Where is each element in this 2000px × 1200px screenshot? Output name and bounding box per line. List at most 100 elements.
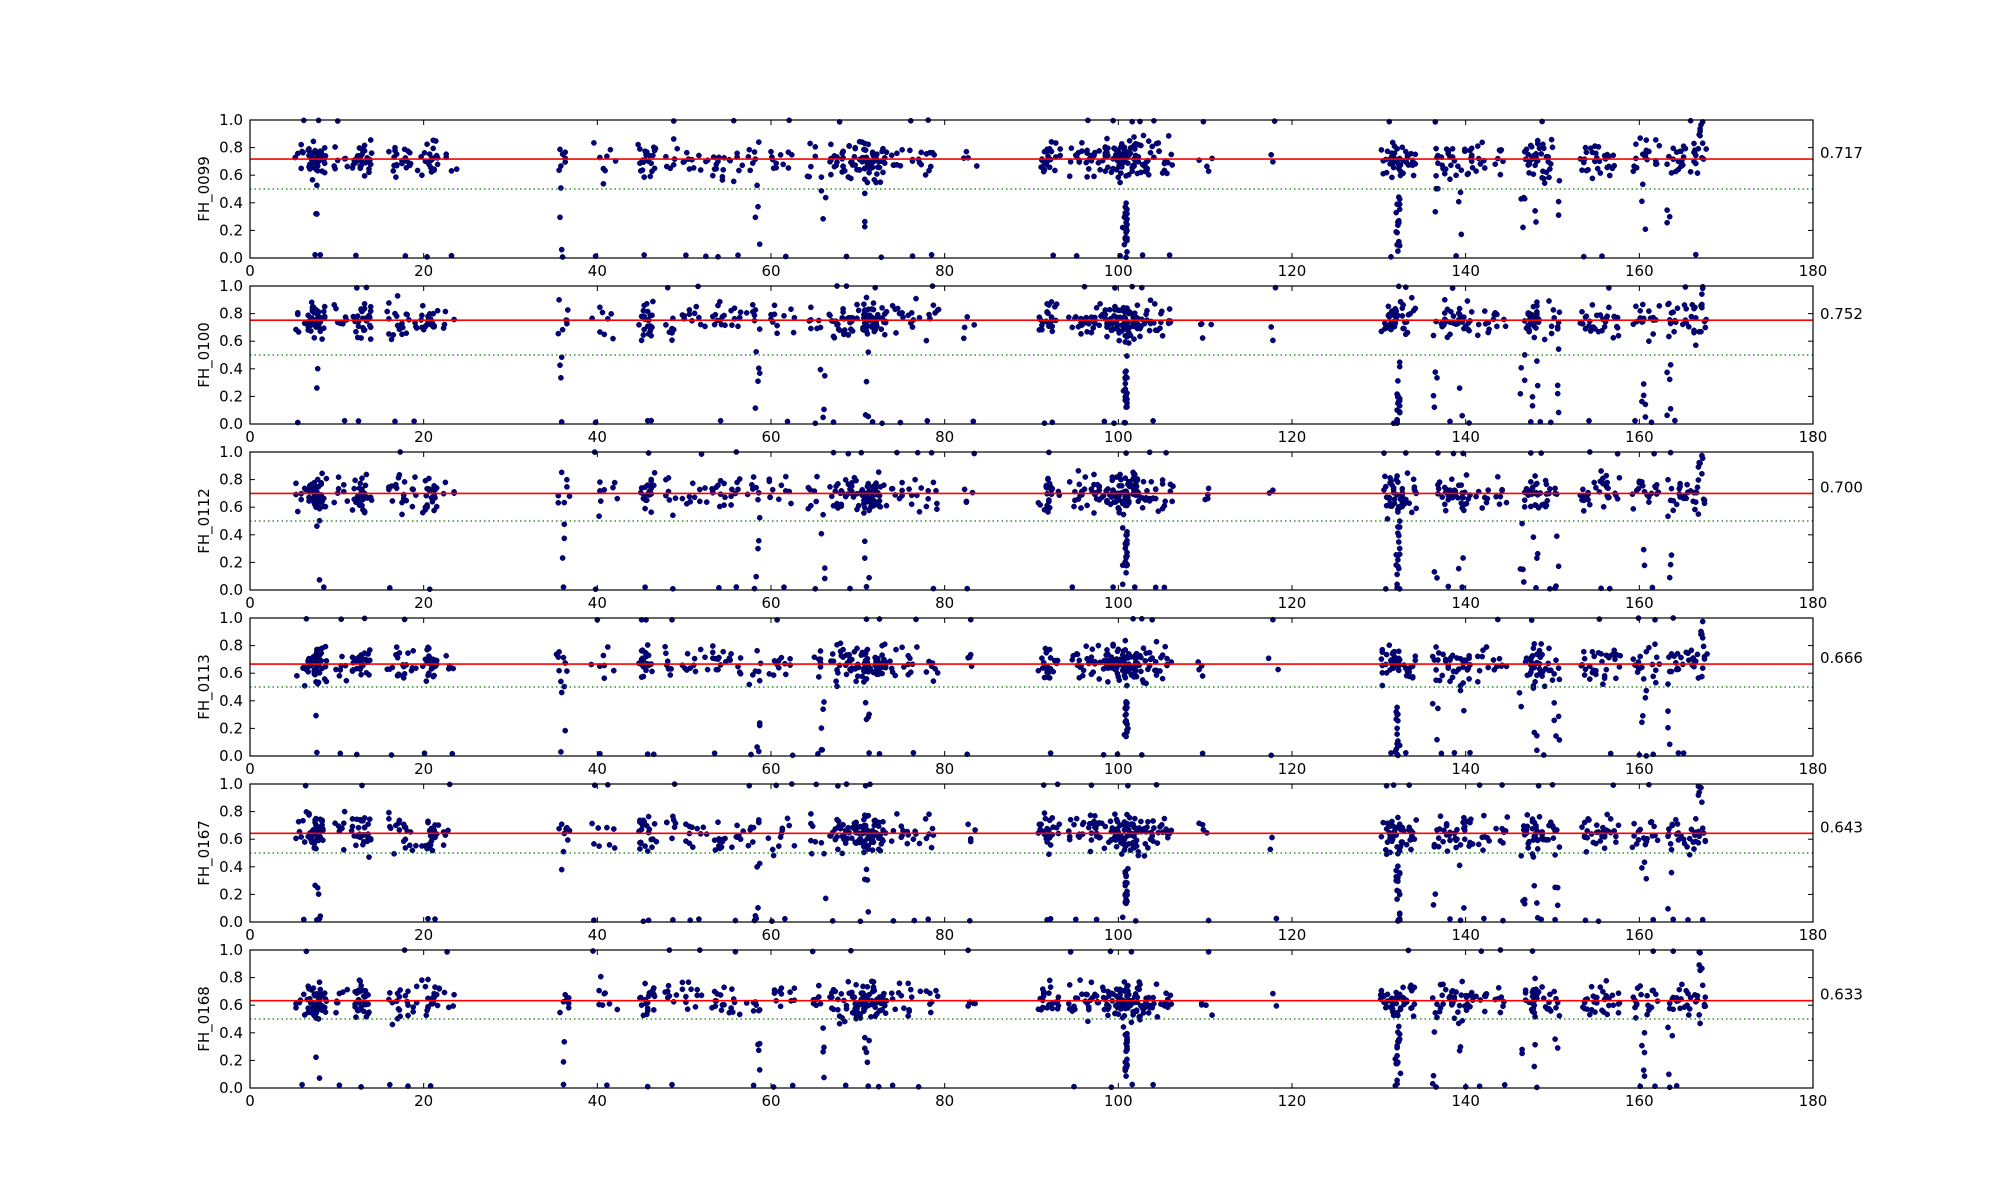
data-point: [555, 499, 562, 506]
data-point: [755, 819, 762, 826]
data-point: [669, 325, 675, 332]
data-point: [834, 683, 840, 690]
data-point: [1468, 145, 1475, 152]
data-point: [1129, 283, 1136, 290]
data-point: [1589, 175, 1596, 182]
data-point: [1110, 643, 1116, 649]
data-point: [1611, 313, 1618, 320]
data-point: [927, 990, 933, 997]
data-point: [1124, 353, 1130, 359]
data-point: [925, 495, 932, 502]
data-point: [429, 498, 436, 505]
y-tick-label: 0.8: [219, 637, 243, 655]
data-point: [1075, 323, 1082, 330]
data-point: [1124, 502, 1130, 509]
data-point: [1464, 298, 1471, 304]
data-point: [1139, 504, 1146, 511]
data-point: [1555, 665, 1562, 671]
x-tick-label: 40: [588, 760, 607, 778]
data-point: [1145, 845, 1151, 851]
data-point: [735, 486, 741, 493]
data-point: [790, 329, 797, 336]
data-point: [314, 749, 320, 756]
data-point: [750, 1082, 757, 1089]
y-axis-label: FH_0112: [195, 488, 214, 554]
data-point: [436, 985, 443, 992]
data-point: [1126, 137, 1133, 144]
data-point: [321, 990, 328, 996]
data-point: [1131, 584, 1138, 590]
data-point: [835, 846, 841, 853]
data-point: [834, 641, 840, 648]
data-point: [604, 644, 611, 650]
data-point: [1048, 491, 1055, 498]
data-point: [1391, 150, 1398, 157]
data-point: [756, 720, 763, 726]
data-point: [1131, 336, 1137, 342]
data-point: [820, 511, 826, 518]
data-point: [1461, 905, 1467, 911]
data-point: [640, 817, 647, 824]
data-point: [865, 846, 872, 852]
data-point: [1701, 656, 1708, 662]
data-point: [1455, 163, 1461, 170]
data-point: [1169, 498, 1176, 505]
data-point: [1536, 647, 1543, 654]
data-point: [1497, 171, 1504, 178]
data-point: [845, 824, 852, 831]
data-point: [870, 300, 877, 306]
data-point: [604, 153, 610, 160]
data-point: [881, 311, 888, 317]
data-point: [559, 326, 566, 333]
data-point: [1130, 615, 1136, 622]
data-point: [1600, 681, 1606, 687]
data-point: [1119, 152, 1126, 159]
data-point: [1646, 148, 1652, 155]
data-point: [311, 159, 318, 166]
data-point: [1124, 249, 1130, 255]
data-point: [556, 825, 562, 832]
data-point: [1385, 303, 1392, 310]
data-point: [1692, 815, 1699, 822]
data-point: [856, 138, 863, 145]
data-point: [843, 1005, 850, 1012]
data-point: [1533, 150, 1539, 157]
data-point: [448, 168, 455, 174]
data-point: [1610, 782, 1617, 788]
data-point: [557, 214, 563, 221]
data-point: [651, 147, 658, 154]
data-point: [1479, 653, 1486, 660]
data-point: [1143, 680, 1149, 687]
data-point: [1630, 656, 1637, 662]
data-point: [1441, 296, 1448, 303]
data-point: [700, 824, 707, 831]
data-point: [556, 296, 562, 303]
data-point: [755, 139, 762, 145]
data-point: [808, 820, 814, 827]
x-tick-label: 180: [1799, 428, 1828, 446]
data-point: [967, 838, 974, 845]
data-point: [405, 1012, 411, 1019]
data-point: [336, 1082, 343, 1089]
data-point: [864, 179, 871, 186]
data-point: [366, 672, 372, 678]
data-point: [352, 477, 358, 484]
data-point: [431, 482, 437, 489]
data-point: [311, 841, 318, 847]
data-point: [354, 318, 361, 324]
data-point: [644, 848, 651, 855]
data-point: [1113, 320, 1120, 327]
data-point: [746, 146, 753, 153]
data-point: [349, 667, 356, 674]
data-point: [1111, 313, 1117, 319]
data-point: [1598, 468, 1604, 474]
data-point: [1131, 833, 1137, 840]
data-point: [1668, 552, 1675, 558]
data-point: [970, 418, 977, 425]
data-point: [1656, 142, 1663, 149]
data-point: [780, 161, 787, 168]
data-point: [1475, 321, 1482, 328]
data-point: [317, 986, 324, 993]
data-point: [1532, 473, 1538, 479]
data-point: [1053, 301, 1060, 307]
